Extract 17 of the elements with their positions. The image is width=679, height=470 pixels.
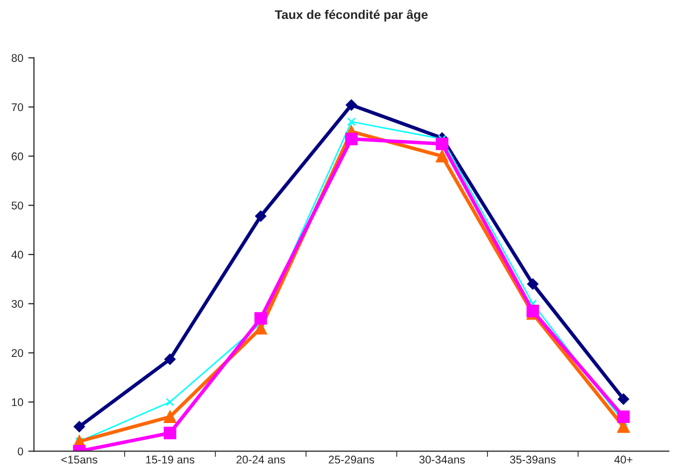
- x-tick-label: 15-19 ans: [146, 456, 194, 464]
- x-tick-label: 40+: [614, 456, 632, 464]
- x-tick-label: 35-39ans: [510, 456, 556, 464]
- chart-title: Taux de fécondité par âge: [274, 10, 428, 22]
- y-tick-label: 20: [12, 349, 24, 357]
- y-tick-label: 40: [11, 250, 24, 259]
- x-tick-label: 25-29ans: [328, 456, 374, 464]
- y-tick-label: 80: [12, 54, 24, 62]
- x-tick-label: 30-34ans: [419, 456, 465, 464]
- y-tick-label: 30: [12, 300, 24, 308]
- y-tick-label: 50: [12, 202, 24, 210]
- y-tick-label: 0: [18, 447, 24, 456]
- y-tick-label: 70: [12, 103, 24, 112]
- x-tick-label: 20-24 ans: [236, 456, 285, 464]
- y-tick-label: 10: [12, 398, 24, 406]
- x-tick-label: <15ans: [61, 456, 98, 464]
- y-tick-label: 60: [12, 152, 24, 160]
